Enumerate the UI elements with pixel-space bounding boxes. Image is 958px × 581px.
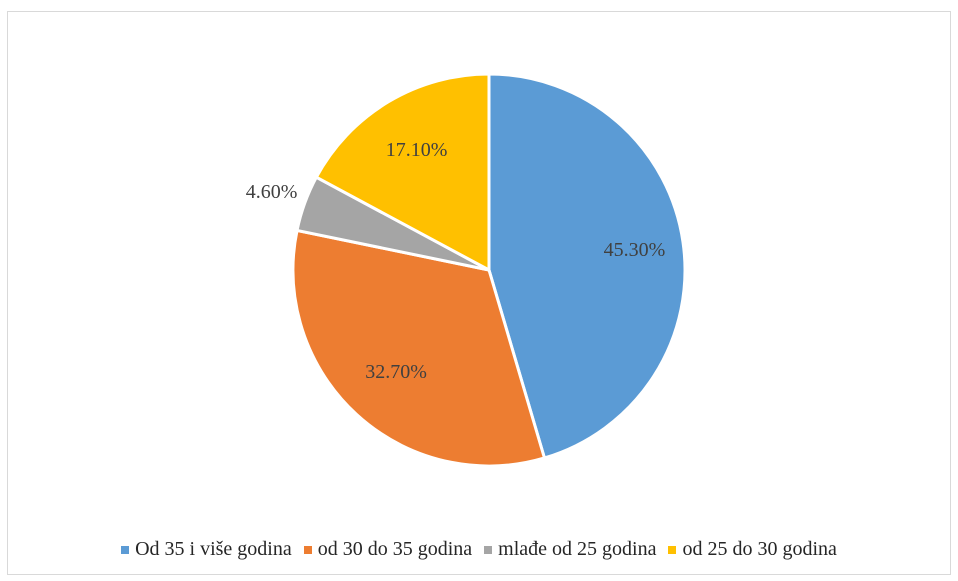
legend-label-0: Od 35 i više godina — [135, 538, 292, 560]
legend-item-1: od 30 do 35 godina — [303, 538, 473, 561]
slice-label-1: 32.70% — [365, 361, 427, 383]
legend-item-3: od 25 do 30 godina — [668, 538, 837, 561]
legend-item-0: Od 35 i više godina — [121, 538, 292, 561]
slice-label-0: 45.30% — [604, 239, 666, 261]
legend-swatch-0 — [121, 545, 130, 554]
slice-label-3: 17.10% — [386, 139, 448, 161]
legend-label-3: od 25 do 30 godina — [682, 538, 837, 560]
slice-label-2: 4.60% — [246, 181, 298, 203]
legend-item-2: mlađe od 25 godina — [484, 538, 656, 561]
legend-swatch-1 — [303, 545, 312, 554]
pie-slice-3 — [314, 72, 491, 273]
legend: Od 35 i više godina od 30 do 35 godina m… — [0, 538, 958, 561]
legend-swatch-3 — [668, 545, 677, 554]
pie-slice-0 — [487, 72, 687, 460]
legend-swatch-2 — [484, 545, 493, 554]
legend-label-1: od 30 do 35 godina — [317, 538, 473, 560]
pie-slice-1 — [291, 228, 547, 468]
legend-label-2: mlađe od 25 godina — [498, 538, 657, 560]
